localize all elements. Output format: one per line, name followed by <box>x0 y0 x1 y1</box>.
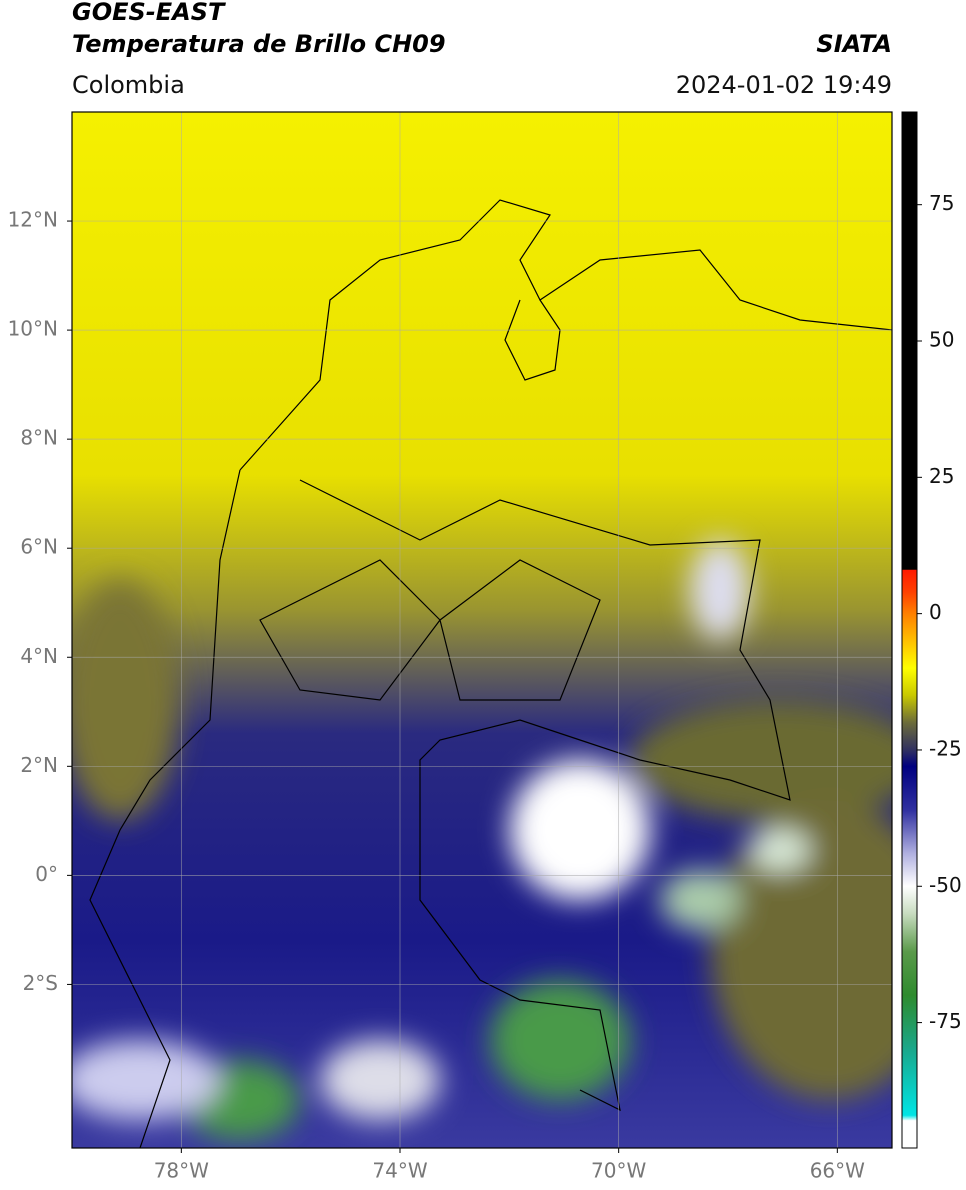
pacific-coast <box>89 469 241 1148</box>
grid <box>72 112 892 1148</box>
lon-tick-label: 66°W <box>810 1159 865 1183</box>
lat-tick-label: 0° <box>35 862 58 886</box>
colorbar-tick-label: -75 <box>929 1009 962 1033</box>
lon-tick-label: 78°W <box>154 1159 209 1183</box>
caribbean-coast <box>239 199 892 471</box>
lat-tick-label: 2°S <box>23 971 58 995</box>
colorbar-tick-label: -25 <box>929 736 962 760</box>
lat-tick-label: 12°N <box>8 208 58 232</box>
lat-tick-label: 6°N <box>20 535 58 559</box>
colorbar-tick-label: 75 <box>929 191 954 215</box>
lon-tick-label: 74°W <box>372 1159 427 1183</box>
colombia-border <box>299 479 791 1112</box>
lat-tick-label: 4°N <box>20 644 58 668</box>
map-frame <box>71 111 893 1149</box>
colorbar-tick-label: -50 <box>929 873 962 897</box>
lat-tick-label: 8°N <box>20 426 58 450</box>
source: SIATA <box>816 30 892 58</box>
lat-tick-label: 2°N <box>20 753 58 777</box>
maracaibo-lake <box>504 299 561 381</box>
colorbar-tick-label: 25 <box>929 464 954 488</box>
colorbar-tick-label: 0 <box>929 600 942 624</box>
subtitle: Temperatura de Brillo CH09 <box>72 30 446 58</box>
datetime: 2024-01-02 19:49 <box>676 71 892 99</box>
colorbar: 75 50 25 0 -25 -50 -75 <box>901 111 962 1149</box>
department-borders <box>259 559 601 701</box>
colorbar-fill <box>901 111 918 1149</box>
lat-tick-label: 10°N <box>8 317 58 341</box>
colorbar-tick-label: 50 <box>929 328 954 352</box>
coastlines <box>89 199 892 1148</box>
title: GOES-EAST <box>72 0 226 26</box>
lon-tick-label: 70°W <box>591 1159 646 1183</box>
region: Colombia <box>72 71 185 99</box>
axes: 78°W 74°W 70°W 66°W 12°N 10°N 8°N 6°N 4°N 2°N 0° 2°… <box>8 208 866 1183</box>
satellite-image <box>72 112 892 1148</box>
